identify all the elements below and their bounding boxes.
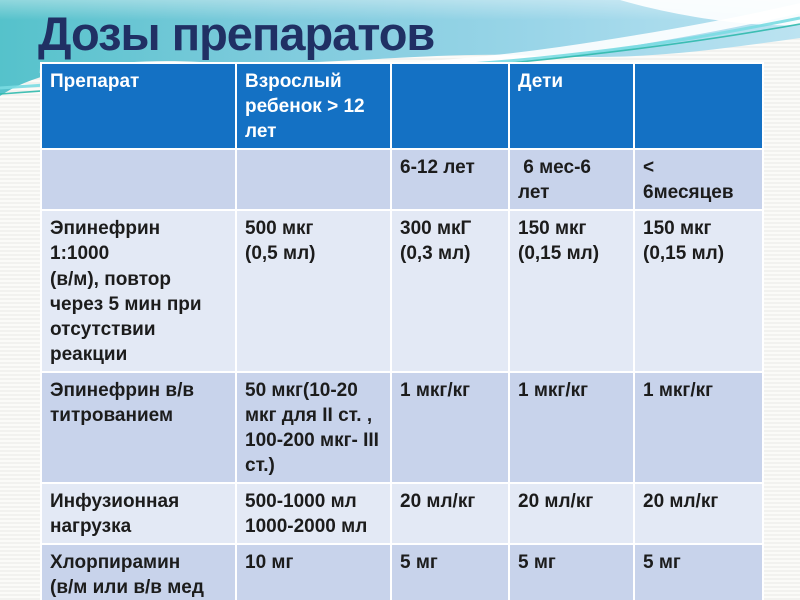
subheader-age-under-6mo: < 6месяцев [635, 150, 762, 210]
column-header-empty [635, 64, 762, 149]
subheader-age-6mo-6y: 6 мес-6 лет [510, 150, 633, 210]
cell-dose-adult: 10 мг [237, 545, 390, 600]
cell-dose-adult: 500-1000 мл 1000-2000 мл [237, 484, 390, 544]
column-header-empty [392, 64, 508, 149]
cell-dose-6mo-6y: 20 мл/кг [510, 484, 633, 544]
page-title: Дозы препаратов [38, 7, 435, 60]
cell-drug-name: Хлорпирамин (в/м или в/в мед [42, 545, 235, 600]
cell-dose-under-6mo: 1 мкг/кг [635, 372, 762, 483]
cell-dose-6mo-6y: 5 мг [510, 545, 633, 600]
table-row-epinephrine-iv: Эпинефрин в/в титрованием 50 мкг(10-20 м… [42, 372, 762, 483]
cell-dose-6mo-6y: 150 мкг (0,15 мл) [510, 211, 633, 371]
cell-dose-under-6mo: 5 мг [635, 545, 762, 600]
subheader-age-6-12: 6-12 лет [392, 150, 508, 210]
cell-dose-6mo-6y: 1 мкг/кг [510, 372, 633, 483]
cell-drug-name: Эпинефрин 1:1000 (в/м), повтор через 5 м… [42, 211, 235, 371]
cell-drug-name: Эпинефрин в/в титрованием [42, 372, 235, 483]
subheader-empty [237, 150, 390, 210]
column-header-drug: Препарат [42, 64, 235, 149]
drug-dose-table: Препарат Взрослый ребенок > 12 лет Дети … [40, 62, 764, 600]
cell-dose-6-12: 1 мкг/кг [392, 372, 508, 483]
cell-dose-under-6mo: 150 мкг (0,15 мл) [635, 211, 762, 371]
cell-dose-6-12: 300 мкГ (0,3 мл) [392, 211, 508, 371]
table-row-chloropyramine: Хлорпирамин (в/м или в/в мед 10 мг 5 мг … [42, 545, 762, 600]
cell-dose-6-12: 5 мг [392, 545, 508, 600]
cell-dose-adult: 500 мкг (0,5 мл) [237, 211, 390, 371]
cell-dose-under-6mo: 20 мл/кг [635, 484, 762, 544]
cell-dose-6-12: 20 мл/кг [392, 484, 508, 544]
table-row-epinephrine-im: Эпинефрин 1:1000 (в/м), повтор через 5 м… [42, 211, 762, 371]
cell-drug-name: Инфузионная нагрузка [42, 484, 235, 544]
column-header-children: Дети [510, 64, 633, 149]
table-subheader-row: 6-12 лет 6 мес-6 лет < 6месяцев [42, 150, 762, 210]
cell-dose-adult: 50 мкг(10-20 мкг для II ст. , 100-200 мк… [237, 372, 390, 483]
table-header-row: Препарат Взрослый ребенок > 12 лет Дети [42, 64, 762, 149]
table-row-infusion-load: Инфузионная нагрузка 500-1000 мл 1000-20… [42, 484, 762, 544]
subheader-empty [42, 150, 235, 210]
column-header-adult: Взрослый ребенок > 12 лет [237, 64, 390, 149]
